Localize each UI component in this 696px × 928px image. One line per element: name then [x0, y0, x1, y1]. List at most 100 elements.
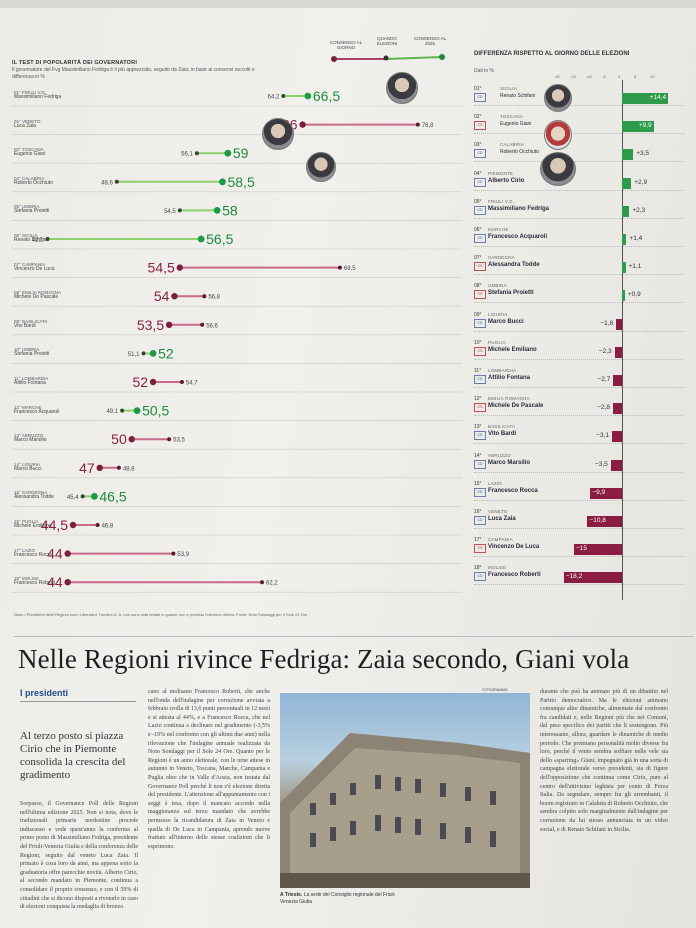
bar-value-label: +1,4	[629, 235, 643, 242]
value-label-main: 46,5	[99, 488, 126, 504]
row-governor-label: 14° LIGURIA Marco Bucci	[14, 462, 42, 472]
value-label-main: 53,5	[137, 317, 164, 333]
value-label-secondary: 53,5	[173, 438, 185, 444]
positive-bar: +1,4	[622, 234, 642, 245]
row-name: Michele De Pascale	[14, 294, 59, 301]
left-chart-header: IL TEST DI POPOLARITÀ DEI GOVERNATORI Il…	[12, 60, 272, 81]
governor-name: Vito Bardi	[488, 431, 517, 438]
bar-value-label: −3,1	[596, 432, 610, 440]
ranking-row: 05° FRIULI V.G. CD Massimiliano Fedriga	[474, 199, 684, 219]
governor-name: Francesco Roberti	[488, 572, 541, 579]
bar-value-label: −3,5	[594, 460, 608, 468]
dumbbell-high-point	[219, 178, 226, 186]
region-name: TOSCANA	[500, 114, 524, 120]
party-badge: CD	[474, 177, 486, 187]
row-governor-label: 08° EMILIA ROMAGNA Michele De Pascale	[14, 290, 61, 300]
positive-bar: +9,9	[622, 121, 654, 133]
governor-name: Marco Marsilio	[488, 459, 531, 466]
row-name: Alessandra Todde	[14, 494, 54, 501]
value-label-main: 52	[158, 345, 174, 361]
value-label-main: 44	[47, 546, 63, 562]
row-separator	[474, 217, 684, 219]
row-governor-label: 07° CAMPANIA Vincenzo De Luca	[14, 262, 55, 272]
dumbbell-high-point	[202, 294, 207, 299]
row-governor-label: 12° MARCHE Francesco Acquaroli	[14, 405, 59, 415]
row-governor-label: 03° TOSCANA Eugenio Giani	[14, 147, 45, 157]
region-name: CALABRIA	[500, 142, 524, 148]
value-label-secondary: 62,2	[266, 581, 278, 587]
positive-bar: +2,9	[622, 177, 647, 189]
party-badge: CD	[474, 487, 486, 497]
avatar-schifani	[544, 84, 572, 112]
region-name: ABRUZZO	[488, 452, 511, 458]
rank-number: 10°	[474, 339, 482, 346]
negative-bar: −2,3	[599, 346, 622, 358]
ranking-row: 15° LAZIO CD Francesco Rocca	[474, 481, 684, 501]
rank-number: 15°	[474, 480, 482, 487]
row-governor-label: 17° LAZIO Francesco Rocca	[14, 548, 53, 558]
row-separator	[474, 133, 684, 135]
palazzo-illustration	[280, 733, 530, 888]
row-separator	[474, 471, 684, 473]
row-separator	[474, 274, 684, 276]
row-name: Roberto Occhiuto	[14, 179, 53, 186]
region-name: VENETO	[488, 509, 508, 514]
region-name: MOLISE	[488, 565, 507, 571]
left-chart: 66,564,26676,85956,158,548,65854,556,542…	[12, 88, 462, 593]
avatar-occhiuto	[540, 152, 576, 186]
right-panel-title: DIFFERENZA RISPETTO AL GIORNO DELLE ELEZ…	[474, 51, 630, 57]
row-region: 09° BASILICATA	[14, 318, 48, 324]
row-separator	[474, 302, 684, 304]
dumbbell-low-point	[120, 408, 125, 413]
dumbbell-high-point	[415, 122, 420, 127]
dumbbell-low-point	[281, 94, 286, 98]
dumbbell-high-point	[197, 235, 205, 243]
ranking-row: 13° BASILICATA CD Vito Bardi	[474, 424, 684, 445]
value-label-main: 50,5	[142, 403, 169, 419]
party-badge: CD	[474, 149, 486, 159]
value-label-secondary: 46,8	[102, 524, 114, 530]
legend-consenso-2025: CONSENSO AL 2025	[413, 36, 447, 46]
party-badge: CD	[474, 318, 486, 328]
row-name: Francesco Acquaroli	[14, 408, 60, 415]
left-chart-subtitle: Il governatore del Fvg Massimiliano Fedr…	[12, 67, 255, 80]
governor-name: Stefania Proietti	[488, 290, 534, 297]
page-fold	[0, 0, 696, 8]
photo-caption: A Trieste. La sede del Consiglio regiona…	[280, 892, 405, 906]
row-separator	[474, 189, 684, 191]
dumbbell-high-point	[337, 265, 342, 270]
bar-value-label: −2,8	[597, 404, 611, 412]
value-label-main: 54,5	[148, 260, 175, 276]
negative-bar: −9,9	[590, 487, 622, 499]
region-name: CAMPANIA	[488, 537, 513, 543]
row-separator	[474, 358, 684, 360]
positive-bar: +0,9	[622, 290, 641, 302]
row-name: Francesco Roberti	[14, 580, 55, 587]
value-label-main: 58	[222, 202, 238, 218]
governor-name: Francesco Rocca	[488, 487, 538, 494]
row-name: Attilio Fontana	[14, 380, 46, 386]
negative-bar: −3,1	[596, 431, 622, 443]
governor-name: Roberto Occhiuto	[500, 149, 539, 156]
row-governor-label: 04° CALABRIA Roberto Occhiuto	[14, 176, 53, 186]
rank-number: 02°	[474, 114, 482, 121]
row-governor-label: 18° MOLISE Francesco Roberti	[14, 576, 55, 586]
region-name: LAZIO	[488, 480, 503, 486]
ranking-row: 17° CAMPANIA CS Vincenzo De Luca	[474, 537, 684, 558]
governor-name: Alberto Cirio	[488, 177, 525, 184]
dumbbell-high-point	[179, 380, 184, 384]
dumbbell-low-point	[114, 179, 119, 184]
party-badge: CS	[474, 403, 486, 413]
bar-value-label: +2,9	[634, 178, 648, 186]
region-name: FRIULI V.G.	[488, 198, 515, 204]
bar-value-label: −10,8	[589, 517, 606, 524]
axis-tick-label: 10	[650, 74, 655, 79]
ranking-row: 11° LOMBARDIA CD Attilio Fontana	[474, 368, 684, 388]
avatar-fedriga	[386, 72, 418, 104]
value-label-main: 44	[47, 574, 63, 590]
value-label-secondary: 56,6	[206, 323, 218, 329]
row-separator	[474, 556, 684, 558]
party-badge: CD	[474, 93, 486, 102]
party-badge: CS	[474, 121, 486, 131]
dumbbell-high-point	[167, 437, 172, 442]
